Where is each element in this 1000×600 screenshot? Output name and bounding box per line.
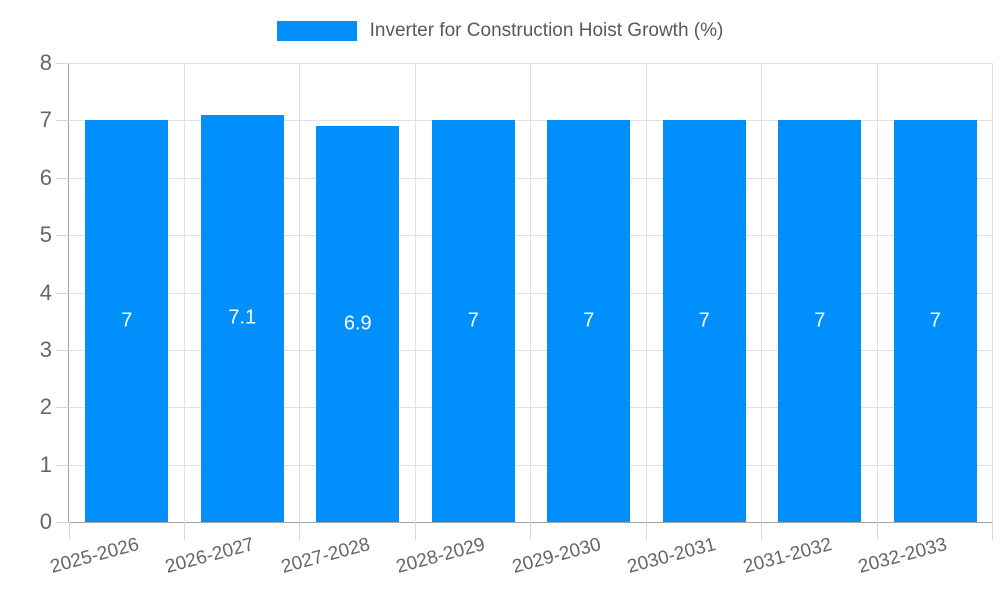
bar-value-label: 7: [583, 309, 595, 332]
y-axis-tick: [56, 120, 69, 122]
x-axis-label: 2030-2031: [625, 534, 719, 578]
h-gridline: [69, 63, 993, 64]
chart-legend[interactable]: Inverter for Construction Hoist Growth (…: [0, 20, 1000, 42]
h-gridline: [69, 235, 993, 237]
x-axis-tick: [299, 522, 300, 540]
v-gridline: [299, 63, 300, 522]
y-axis-label: 1: [39, 451, 52, 477]
y-axis-label: 5: [39, 222, 52, 248]
h-gridline: [69, 349, 993, 351]
v-gridline: [414, 63, 416, 522]
x-axis-tick: [645, 522, 647, 540]
y-axis-label: 7: [39, 107, 52, 133]
bar-2031-2032[interactable]: 7: [778, 120, 862, 522]
legend-swatch: [276, 21, 357, 41]
bar-2026-2027[interactable]: 7.1: [200, 114, 284, 522]
x-axis-label: 2026-2027: [163, 534, 257, 578]
bar-value-label: 7: [467, 309, 479, 332]
h-gridline: [69, 292, 993, 294]
legend-label: Inverter for Construction Hoist Growth (…: [369, 20, 724, 41]
bar-value-label: 7: [814, 309, 826, 332]
x-axis-tick: [183, 522, 185, 540]
x-axis-label: 2025-2026: [47, 534, 142, 578]
y-axis-tick: [56, 292, 69, 294]
x-axis-label: 2028-2029: [394, 534, 488, 578]
y-axis-tick: [56, 464, 69, 466]
y-axis-label: 3: [39, 336, 52, 362]
x-axis-label: 2031-2032: [740, 534, 835, 578]
bar-2025-2026[interactable]: 7: [85, 120, 169, 522]
bar-2028-2029[interactable]: 7: [431, 120, 515, 522]
y-axis-tick: [56, 522, 69, 523]
x-axis-tick: [876, 522, 878, 540]
y-axis-tick: [56, 63, 69, 64]
x-axis-tick: [414, 522, 416, 540]
h-gridline: [69, 120, 993, 122]
plot-area: 7 7.1 6.9 7 7 7 7 7: [56, 63, 993, 540]
v-gridline: [183, 63, 185, 522]
h-gridline: [69, 177, 993, 179]
x-axis-label: 2029-2030: [509, 534, 604, 578]
v-gridline: [645, 63, 647, 522]
v-gridline: [761, 63, 762, 522]
y-axis-label: 8: [39, 50, 52, 75]
y-axis-tick: [56, 407, 69, 409]
y-axis-label: 2: [39, 394, 52, 420]
x-axis-tick: [530, 522, 531, 540]
y-axis-tick: [56, 235, 69, 237]
bar-2032-2033[interactable]: 7: [893, 120, 977, 522]
x-axis-tick: [992, 522, 993, 540]
v-gridline: [876, 63, 878, 522]
h-gridline: [69, 407, 993, 409]
y-axis-label: 4: [39, 279, 52, 305]
bar-value-label: 7: [121, 309, 133, 332]
y-axis-label: 6: [39, 164, 52, 190]
y-axis-tick: [56, 349, 69, 351]
x-axis-label: 2032-2033: [856, 534, 950, 578]
bar-value-label: 7: [698, 309, 710, 332]
y-axis-label: 0: [39, 509, 52, 534]
x-axis-label: 2027-2028: [278, 534, 373, 578]
bar-2029-2030[interactable]: 7: [547, 120, 631, 522]
bar-value-label: 6.9: [343, 312, 372, 335]
v-gridline: [992, 63, 993, 522]
bar-2027-2028[interactable]: 6.9: [316, 126, 400, 522]
x-axis-tick: [69, 522, 70, 540]
x-axis-tick: [761, 522, 762, 540]
h-gridline: [69, 464, 993, 466]
v-gridline: [530, 63, 531, 522]
bar-2030-2031[interactable]: 7: [662, 120, 746, 522]
bar-value-label: 7: [929, 309, 941, 332]
bar-value-label: 7.1: [228, 306, 257, 329]
y-axis-tick: [56, 177, 69, 179]
